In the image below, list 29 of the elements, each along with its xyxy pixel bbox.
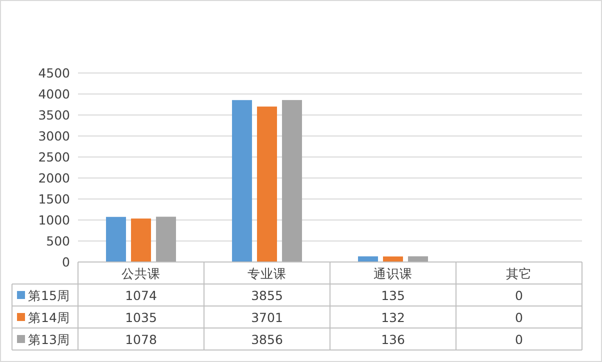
y-tick-label: 3000 — [38, 128, 70, 144]
y-tick-label: 4000 — [38, 86, 70, 102]
legend-label: 第13周 — [28, 332, 70, 347]
y-tick-label: 4500 — [38, 66, 70, 80]
data-label: 0 — [515, 332, 524, 347]
data-label: 136 — [381, 332, 405, 347]
x-tick-label: 专业课 — [248, 266, 286, 281]
data-label: 135 — [381, 288, 405, 303]
data-label: 0 — [515, 288, 524, 303]
data-label: 3855 — [251, 288, 283, 303]
data-label: 3701 — [251, 310, 283, 325]
y-tick-label: 2500 — [38, 150, 70, 164]
legend-label: 第14周 — [28, 310, 70, 325]
y-tick-label: 1000 — [38, 212, 70, 228]
data-label: 3856 — [251, 332, 283, 347]
data-label: 132 — [381, 310, 405, 325]
x-tick-label: 通识课 — [374, 266, 412, 281]
data-label: 0 — [515, 310, 524, 325]
data-label: 1035 — [125, 310, 157, 325]
y-tick-label: 3500 — [38, 108, 70, 122]
x-tick-label: 其它 — [506, 266, 532, 281]
x-tick-label: 公共课 — [122, 266, 160, 281]
data-label: 1074 — [125, 288, 157, 303]
legend-label: 第15周 — [28, 288, 70, 303]
y-tick-label: 2000 — [38, 170, 70, 186]
y-tick-label: 500 — [46, 234, 70, 248]
y-tick-label: 1500 — [38, 192, 70, 206]
y-tick-label: 0 — [62, 254, 70, 270]
data-label: 1078 — [125, 332, 157, 347]
